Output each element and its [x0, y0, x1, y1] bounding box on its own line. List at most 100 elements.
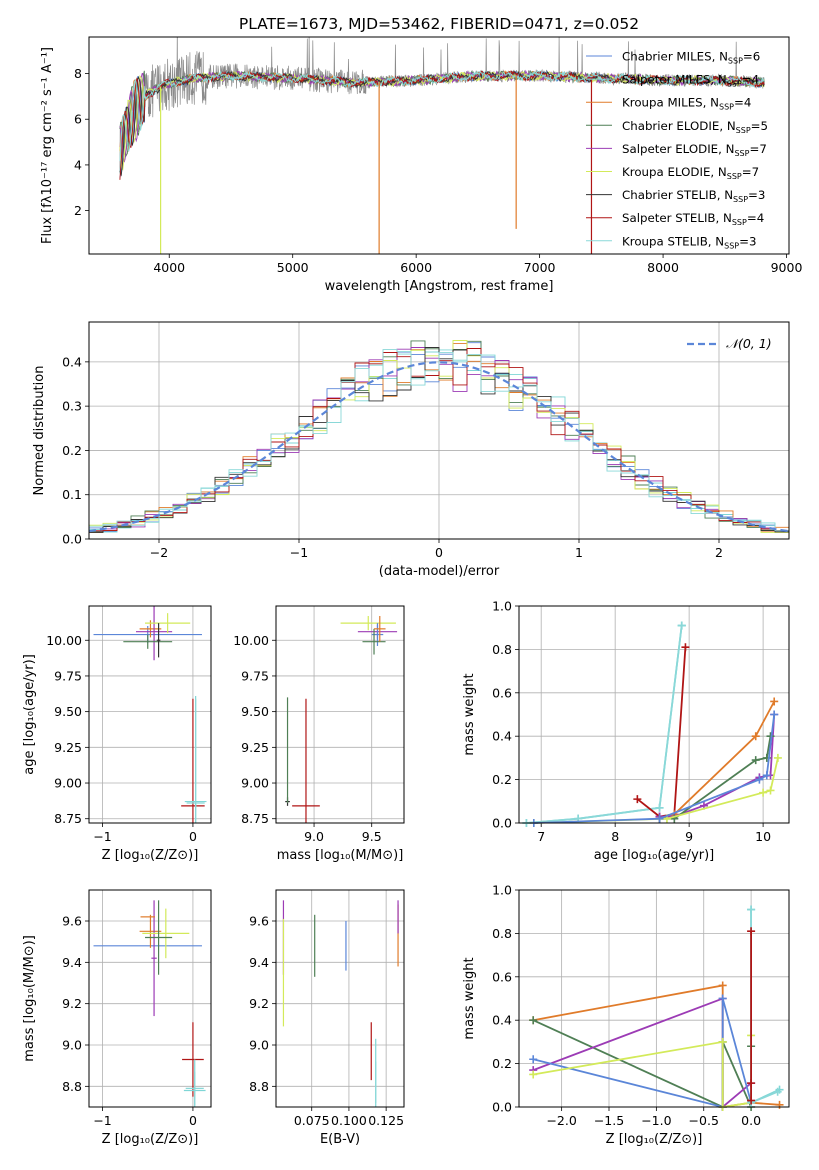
errorbars	[282, 900, 399, 1107]
legend-label: Chabrier MILES, NSSP=6	[622, 50, 760, 66]
y-tick-label: 9.50	[241, 704, 269, 719]
x-tick-label: −1	[93, 829, 111, 844]
series-point	[529, 1016, 538, 1025]
y-tick-label: 9.4	[62, 955, 82, 970]
legend-label: Chabrier STELIB, NSSP=3	[622, 188, 765, 204]
series-point	[718, 994, 727, 1003]
series-point	[747, 1096, 756, 1105]
x-tick-label: 9.5	[362, 829, 382, 844]
legend-label: Kroupa ELODIE, NSSP=7	[622, 165, 759, 181]
chart-weight-vs-Z: −2.0 −1.5 −1.0 −0.5 0.0 0.0 0.2 0.4 0.6 0.8 1.0 Z […	[462, 883, 790, 1147]
y-tick-label: 6	[74, 112, 82, 127]
y-tick-label: 8.75	[54, 811, 82, 826]
series-point	[718, 1037, 727, 1046]
x-axis-label: (data-model)/error	[379, 564, 500, 579]
series-point	[529, 1070, 538, 1079]
y-tick-label: 0.8	[492, 642, 512, 657]
y-tick-label: 9.6	[62, 914, 82, 929]
legend-label: Kroupa MILES, NSSP=4	[622, 96, 751, 112]
axes-frame	[275, 889, 405, 1108]
y-tick-label: 0.4	[492, 1013, 512, 1028]
legend-label: 𝒩(0, 1)	[726, 336, 772, 351]
axes-frame	[518, 605, 790, 824]
x-tick-label: 10	[755, 829, 771, 844]
chart-residuals: −2 −1 0 1 2 0.0 0.1 0.2 0.3 0.4 (data-model)/error…	[32, 321, 790, 579]
y-tick-label: 1.0	[492, 599, 512, 614]
axes-frame	[88, 605, 212, 824]
y-tick-label: 9.50	[54, 704, 82, 719]
y-tick-label: 9.0	[62, 1038, 82, 1053]
y-tick-label: 10.00	[233, 633, 269, 648]
legend-label: Kroupa STELIB, NSSP=3	[622, 234, 756, 250]
y-tick-label: 9.6	[249, 914, 269, 929]
x-tick-label: 0	[189, 1113, 197, 1128]
series-point	[655, 814, 664, 823]
series-point	[655, 803, 664, 812]
x-tick-label: 0.100	[331, 1113, 367, 1128]
y-tick-label: 9.00	[241, 776, 269, 791]
y-axis-label: Normed distribution	[32, 366, 47, 496]
legend-label: Salpeter MILES, NSSP=4	[622, 73, 759, 89]
chart-spectrum: 4000 5000 6000 7000 8000 9000 2 4 6 8 wavelength […	[40, 36, 803, 294]
x-tick-label: 0	[435, 545, 443, 560]
y-axis-label: mass [log₁₀(M/M⊙)]	[22, 935, 37, 1062]
y-axis-label: mass weight	[462, 673, 477, 755]
y-tick-label: 0.8	[492, 926, 512, 941]
errorbars	[93, 900, 206, 1107]
x-tick-label: −2	[150, 545, 168, 560]
y-tick-label: 0.6	[492, 685, 512, 700]
spectrum-lines	[119, 37, 765, 254]
y-tick-label: 10.00	[46, 633, 82, 648]
y-tick-label: 0.4	[62, 354, 82, 369]
x-tick-label: 7	[537, 829, 545, 844]
series-point	[762, 771, 771, 780]
axes-frame	[88, 36, 790, 255]
y-tick-label: 0.0	[492, 1100, 512, 1115]
y-tick-label: 0.2	[62, 443, 82, 458]
x-tick-label: −0.5	[689, 1113, 719, 1128]
series-point	[766, 786, 775, 795]
x-tick-label: 0.075	[294, 1113, 330, 1128]
y-tick-label: 0.2	[492, 772, 512, 787]
x-axis-label: Z [log₁₀(Z/Z⊙)]	[102, 848, 199, 863]
y-tick-label: 8.8	[62, 1079, 82, 1094]
x-tick-label: −1.0	[641, 1113, 671, 1128]
y-tick-label: 0.2	[492, 1056, 512, 1071]
chart-weight-vs-age: 7 8 9 10 0.0 0.2 0.4 0.6 0.8 1.0 age [log₁₀(age/yr…	[462, 599, 790, 863]
chart-mass-vs-Z: −1 0 8.8 9.0 9.2 9.4 9.6 Z [log₁₀(Z/Z⊙)] mass [l…	[22, 889, 212, 1147]
y-tick-label: 8.75	[241, 811, 269, 826]
series-point	[770, 710, 779, 719]
normal-curve	[89, 361, 789, 533]
chart-mass-vs-EBV: 0.075 0.100 0.125 8.8 9.0 9.2 9.4 9.6 E(B-V)	[249, 889, 405, 1147]
series-point	[773, 1087, 782, 1096]
y-tick-label: 0.0	[62, 532, 82, 547]
series-point	[775, 1100, 784, 1109]
series-line	[750, 909, 780, 1105]
y-tick-label: 8.8	[249, 1079, 269, 1094]
series-point	[751, 732, 760, 741]
x-tick-label: 4000	[153, 260, 185, 275]
series-point	[759, 788, 768, 797]
series-point	[718, 981, 727, 990]
axes-frame	[518, 889, 790, 1108]
y-tick-label: 9.25	[241, 740, 269, 755]
errorbars	[285, 615, 398, 823]
x-tick-label: 9.0	[304, 829, 324, 844]
y-tick-label: 9.2	[62, 996, 82, 1011]
x-tick-label: −1	[290, 545, 308, 560]
y-tick-label: 0.3	[62, 399, 82, 414]
y-tick-label: 1.0	[492, 883, 512, 898]
series-point	[633, 795, 642, 804]
x-axis-label: Z [log₁₀(Z/Z⊙)]	[606, 1132, 703, 1147]
series-point	[747, 1079, 756, 1088]
y-tick-label: 9.2	[249, 996, 269, 1011]
series-line	[750, 909, 778, 1105]
y-tick-label: 0.1	[62, 487, 82, 502]
x-axis-label: age [log₁₀(age/yr)]	[594, 848, 715, 863]
series-line	[526, 625, 683, 824]
x-tick-label: 9000	[771, 260, 803, 275]
y-tick-label: 9.00	[54, 776, 82, 791]
x-axis-label: Z [log₁₀(Z/Z⊙)]	[102, 1132, 199, 1147]
x-tick-label: −1.5	[594, 1113, 624, 1128]
x-tick-label: 0	[189, 829, 197, 844]
